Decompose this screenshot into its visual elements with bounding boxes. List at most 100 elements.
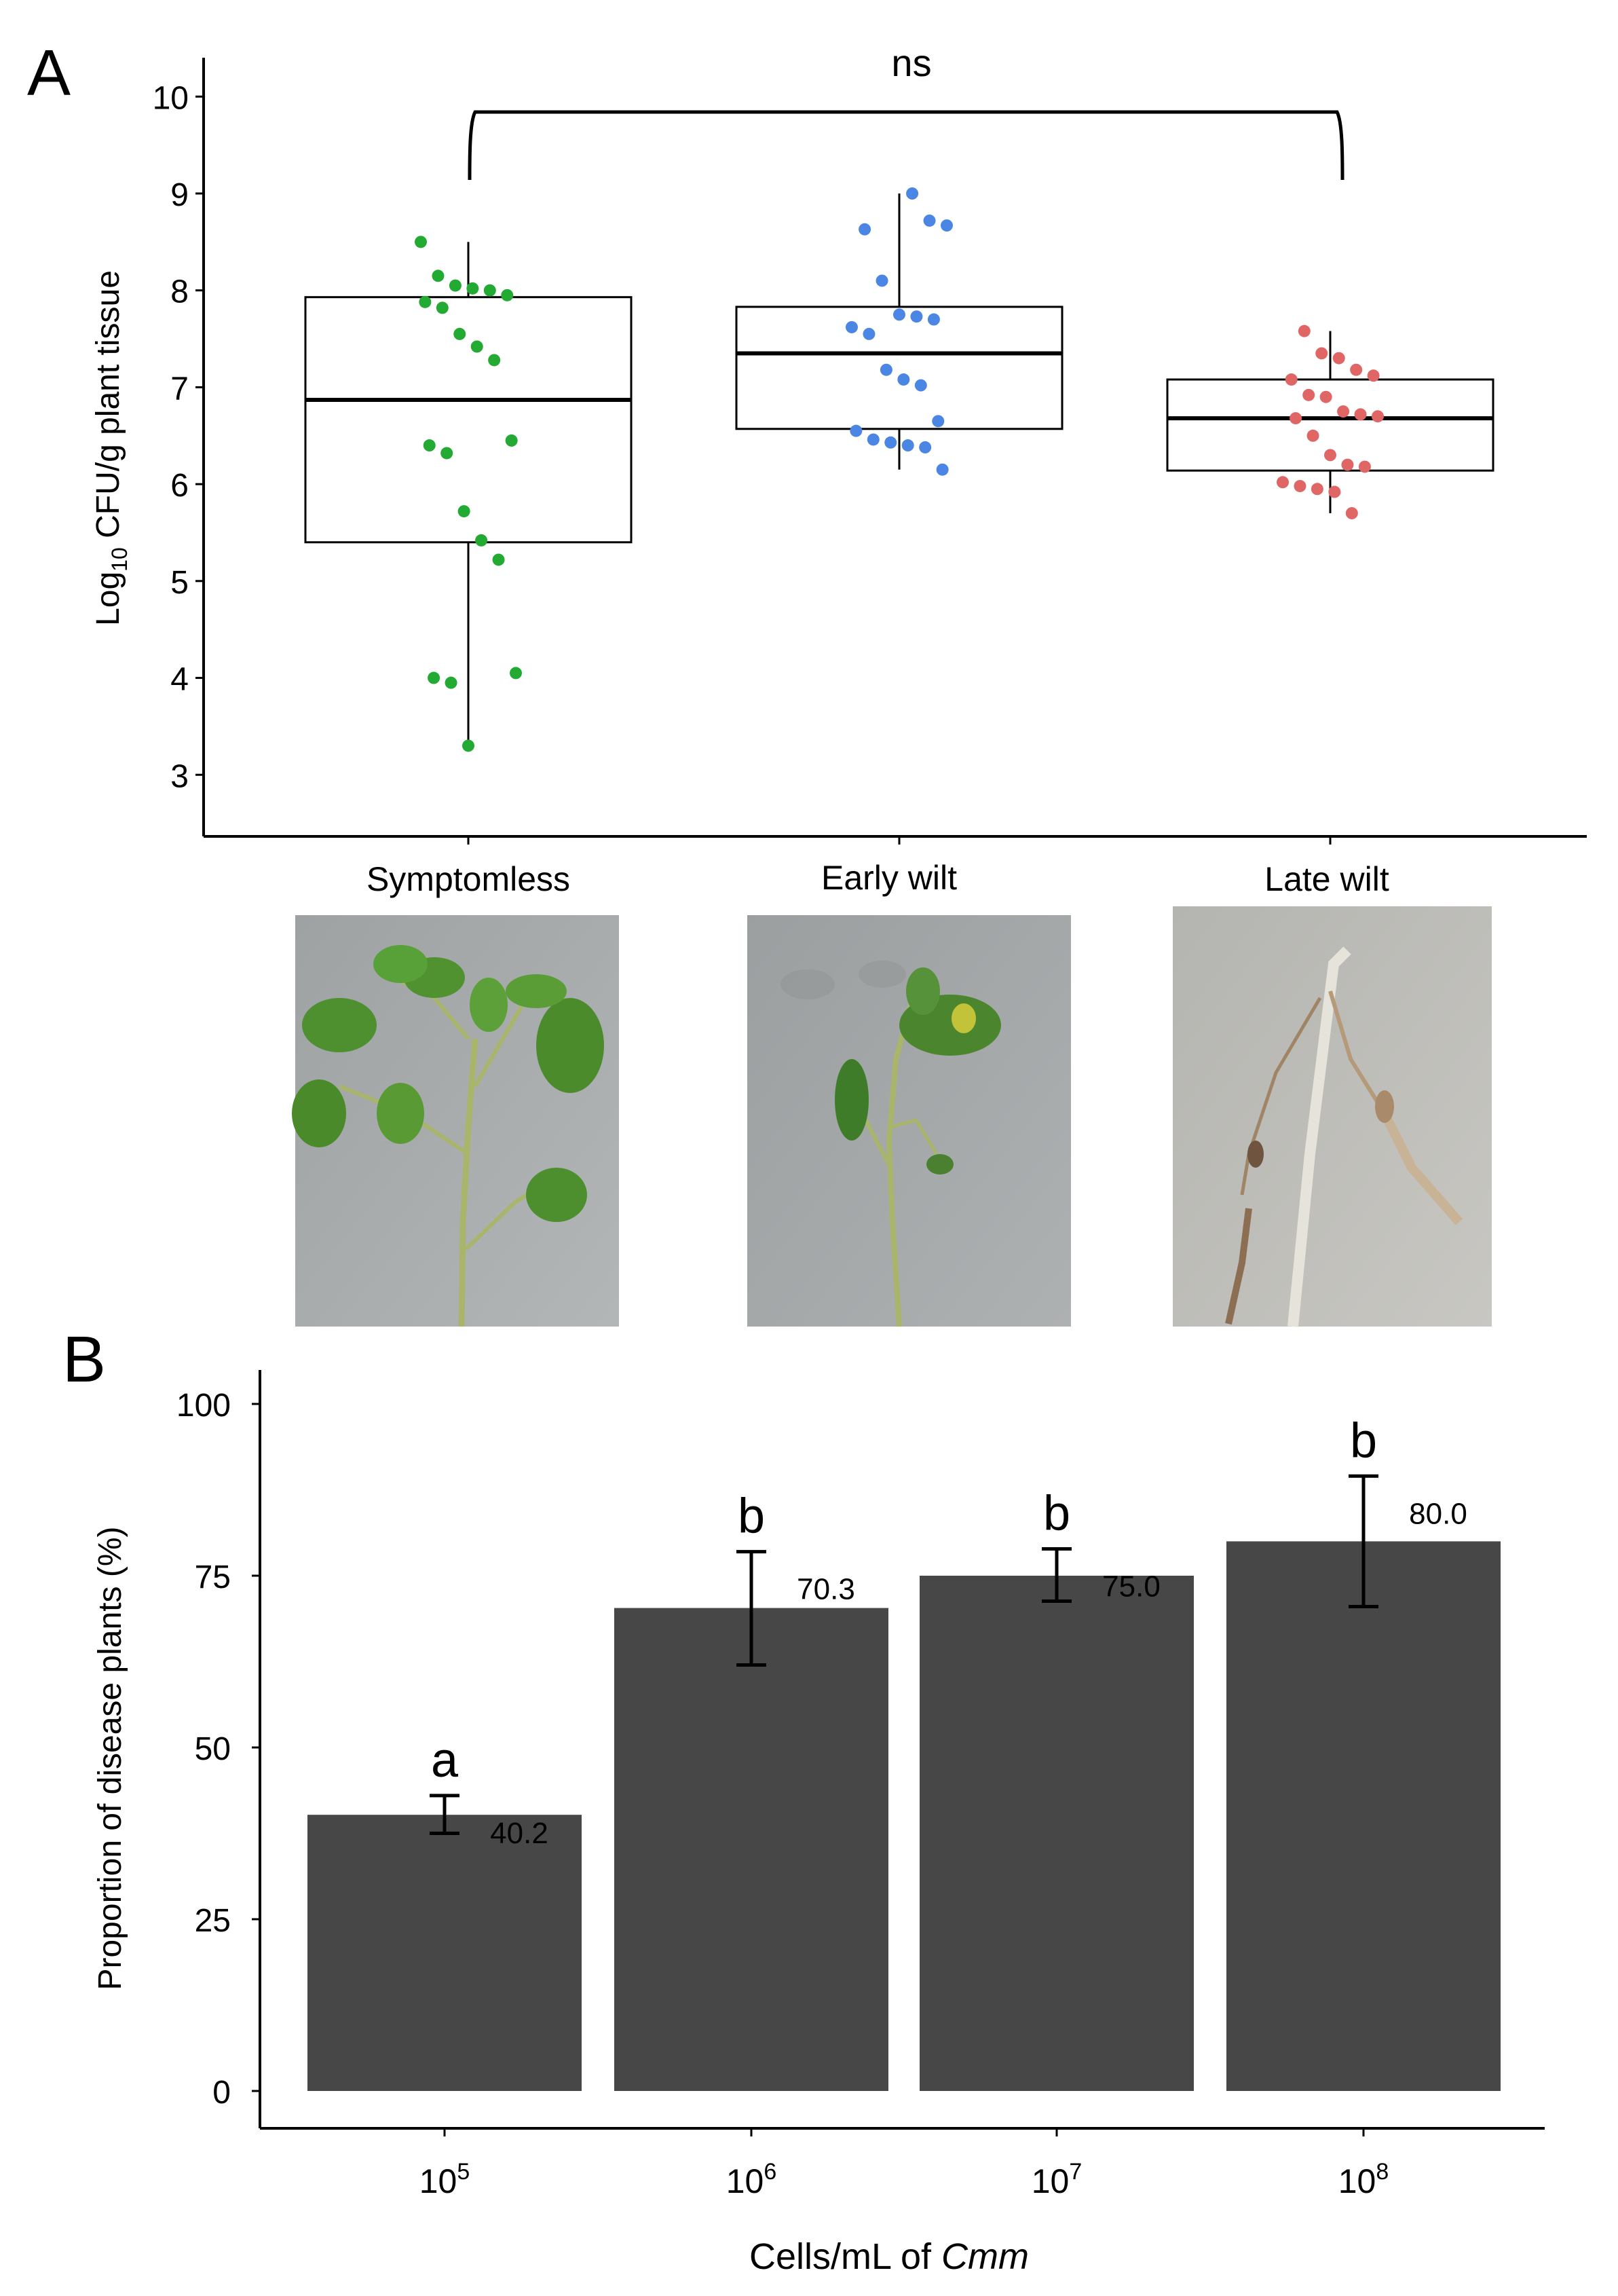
data-point-symptomless-2 — [449, 279, 462, 292]
panel-a-y-ticks: 3 4 5 6 7 8 9 10 — [153, 80, 204, 794]
photo-symptomless — [292, 915, 619, 1327]
data-point-early-wilt-17 — [901, 439, 914, 452]
data-point-late-wilt-17 — [1294, 479, 1306, 492]
data-point-symptomless-3 — [466, 282, 479, 295]
data-point-symptomless-1 — [432, 270, 445, 282]
y-tick-label-3: 3 — [170, 758, 189, 794]
data-point-symptomless-18 — [428, 671, 440, 684]
data-point-late-wilt-5 — [1285, 373, 1298, 386]
xlabel-italic: Cmm — [941, 2236, 1029, 2277]
x-tick-label-10-7: 107 — [1032, 2159, 1083, 2200]
x-tick-label-10-6: 106 — [726, 2159, 777, 2200]
data-point-early-wilt-7 — [927, 313, 940, 326]
data-point-late-wilt-15 — [1358, 460, 1371, 473]
panel-a-points — [415, 187, 1384, 752]
data-point-late-wilt-11 — [1290, 412, 1302, 425]
value-label-10-6: 70.3 — [797, 1573, 855, 1606]
data-point-symptomless-12 — [423, 439, 436, 452]
data-point-late-wilt-13 — [1324, 449, 1336, 462]
data-point-symptomless-19 — [445, 676, 457, 689]
data-point-symptomless-5 — [501, 289, 514, 301]
ylabel-rest: CFU/g plant tissue — [90, 270, 126, 547]
data-point-early-wilt-14 — [850, 424, 863, 437]
panel-a-y-axis-label: Log10 CFU/g plant tissue — [90, 270, 132, 626]
data-point-late-wilt-3 — [1350, 363, 1363, 376]
panel-b-letter: B — [62, 1323, 106, 1396]
data-point-late-wilt-19 — [1328, 485, 1341, 498]
y-tick-label-8: 8 — [170, 274, 189, 310]
y-tick-label-5: 5 — [170, 565, 189, 601]
data-point-early-wilt-11 — [897, 373, 910, 386]
box-symptomless — [304, 296, 633, 544]
y-tick-label-75: 75 — [195, 1559, 231, 1595]
significance-bracket — [468, 110, 1344, 181]
panel-b-x-axis-label: Cells/mL of Cmm — [749, 2236, 1029, 2277]
significance-label: ns — [891, 41, 931, 84]
panel-b-x-ticks: 105 106 107 108 — [419, 2128, 1389, 2200]
x-tick-label-10-5: 105 — [419, 2159, 470, 2200]
y-tick-label-4: 4 — [170, 662, 189, 698]
data-point-symptomless-6 — [419, 295, 432, 308]
data-point-symptomless-20 — [462, 739, 474, 752]
photo-late-wilt — [1173, 906, 1492, 1327]
data-point-late-wilt-16 — [1277, 476, 1289, 489]
data-point-early-wilt-9 — [863, 327, 876, 340]
significance-letter-10-5: a — [431, 1733, 459, 1788]
y-tick-label-0: 0 — [212, 2075, 231, 2111]
panel-b-y-axis-label: Proportion of disease plants (%) — [92, 1526, 128, 1990]
y-tick-label-10: 10 — [153, 80, 189, 116]
data-point-symptomless-10 — [488, 354, 501, 367]
data-point-early-wilt-6 — [910, 310, 923, 323]
x-tick-exponent-10-5: 5 — [457, 2159, 470, 2185]
data-point-late-wilt-10 — [1372, 410, 1384, 423]
x-tick-exponent-10-6: 6 — [764, 2159, 776, 2185]
bar-10-6 — [614, 1608, 888, 2091]
data-point-late-wilt-8 — [1337, 405, 1350, 418]
data-point-symptomless-11 — [505, 434, 518, 447]
data-point-late-wilt-2 — [1332, 352, 1345, 365]
data-point-early-wilt-15 — [867, 433, 880, 446]
x-tick-exponent-10-8: 8 — [1376, 2159, 1389, 2185]
data-point-early-wilt-1 — [923, 214, 936, 227]
y-tick-label-9: 9 — [170, 177, 189, 213]
y-tick-label-6: 6 — [170, 468, 189, 504]
data-point-symptomless-9 — [470, 340, 483, 353]
data-point-symptomless-0 — [415, 236, 427, 248]
value-label-10-5: 40.2 — [490, 1817, 548, 1850]
x-tick-base-10-6: 10 — [726, 2162, 764, 2200]
data-point-early-wilt-12 — [914, 379, 927, 392]
data-point-symptomless-14 — [457, 505, 470, 518]
data-point-late-wilt-7 — [1319, 390, 1332, 403]
group-label-symptomless: Symptomless — [366, 860, 570, 898]
data-point-late-wilt-12 — [1306, 429, 1319, 442]
data-point-late-wilt-0 — [1298, 325, 1311, 337]
data-point-symptomless-8 — [453, 327, 466, 340]
panel-a-letter: A — [27, 37, 71, 109]
data-point-early-wilt-18 — [919, 441, 932, 453]
value-label-10-8: 80.0 — [1409, 1497, 1467, 1530]
data-point-late-wilt-1 — [1315, 347, 1328, 360]
panel-b-bars: 40.2 a 70.3 b 75.0 b 80.0 b — [307, 1413, 1501, 2091]
data-point-symptomless-7 — [436, 301, 449, 314]
data-point-early-wilt-19 — [936, 463, 949, 476]
data-point-early-wilt-16 — [884, 436, 897, 449]
y-tick-label-25: 25 — [195, 1903, 231, 1939]
data-point-late-wilt-14 — [1341, 458, 1354, 471]
data-point-symptomless-17 — [510, 667, 522, 680]
panel-b-y-ticks: 0 25 50 75 100 — [176, 1388, 260, 2111]
ylabel-subscript: 10 — [107, 547, 132, 572]
x-tick-base-10-5: 10 — [419, 2162, 457, 2200]
value-label-10-7: 75.0 — [1102, 1570, 1161, 1604]
bar-10-8 — [1226, 1541, 1501, 2091]
data-point-symptomless-4 — [483, 284, 496, 297]
panel-a-x-ticks — [467, 836, 1332, 845]
ylabel-log: Log — [90, 572, 126, 626]
y-tick-label-100: 100 — [176, 1388, 231, 1424]
data-point-late-wilt-20 — [1345, 506, 1358, 519]
significance-letter-10-7: b — [1043, 1487, 1070, 1541]
data-point-late-wilt-4 — [1367, 369, 1380, 382]
x-tick-label-10-8: 108 — [1338, 2159, 1389, 2200]
data-point-late-wilt-18 — [1311, 483, 1323, 496]
